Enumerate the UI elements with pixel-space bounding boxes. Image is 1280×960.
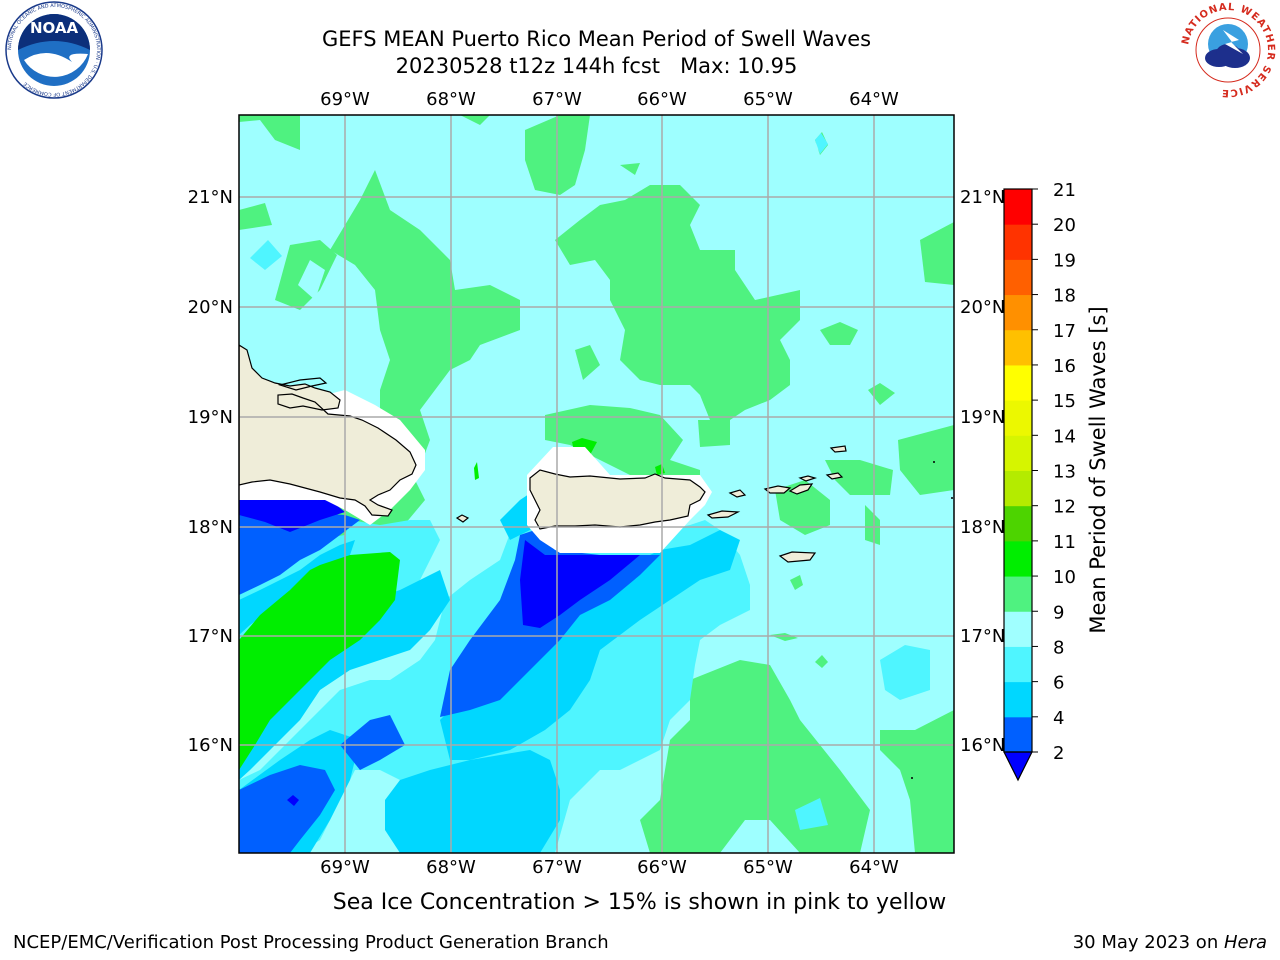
lat-label-left: 17°N	[188, 626, 233, 647]
colorbar-tick-label: 20	[1053, 215, 1076, 236]
colorbar-tick-label: 6	[1053, 673, 1064, 694]
lon-label-bottom: 64°W	[849, 857, 899, 878]
lat-label-right: 18°N	[960, 517, 1005, 538]
lon-label-top: 66°W	[637, 89, 687, 110]
colorbar-tick-label: 9	[1053, 602, 1064, 623]
chart-title: GEFS MEAN Puerto Rico Mean Period of Swe…	[321, 27, 872, 51]
colorbar: 2 4 6 8 9 10 11 12 13 14 15 16 17 18 19 20 21	[1003, 180, 1076, 782]
colorbar-tick-label: 18	[1053, 286, 1076, 307]
chart-subtitle: 20230528 t12z 144h fcst Max: 10.95	[395, 54, 798, 78]
lon-label-top: 68°W	[426, 89, 476, 110]
map-gridlines	[239, 115, 954, 853]
colorbar-bin	[1004, 646, 1032, 683]
colorbar-bin	[1004, 259, 1032, 296]
lon-labels: 69°W 68°W 67°W 66°W 65°W 64°W 69°W 68°W …	[320, 89, 899, 878]
lon-label-top: 64°W	[849, 89, 899, 110]
footer-date-text: 30 May 2023 on	[1072, 932, 1224, 953]
colorbar-bin	[1004, 576, 1032, 612]
lat-label-right: 20°N	[960, 297, 1005, 318]
lat-label-left: 19°N	[188, 407, 233, 428]
colorbar-tick-label: 13	[1053, 462, 1076, 483]
footer-date: 30 May 2023 on Hera	[1073, 932, 1267, 953]
colorbar-tick-label: 17	[1053, 321, 1076, 342]
colorbar-bin	[1004, 329, 1032, 366]
lon-label-bottom: 65°W	[743, 857, 793, 878]
footer-credit: NCEP/EMC/Verification Post Processing Pr…	[13, 932, 609, 953]
lat-label-left: 20°N	[188, 297, 233, 318]
colorbar-bin	[1004, 400, 1032, 436]
lat-label-right: 21°N	[960, 187, 1005, 208]
swell-period-field	[239, 115, 954, 853]
colorbar-bin	[1004, 224, 1032, 260]
colorbar-under-arrow	[1003, 751, 1033, 782]
colorbar-tick-label: 2	[1053, 743, 1064, 764]
footer-machine-name: Hera	[1223, 932, 1267, 953]
colorbar-bin	[1004, 294, 1032, 331]
colorbar-bin	[1004, 681, 1032, 718]
colorbar-bin	[1004, 611, 1032, 647]
colorbar-tick-label: 15	[1053, 391, 1076, 412]
colorbar-tick-label: 19	[1053, 250, 1076, 271]
colorbar-tick-label: 4	[1053, 708, 1064, 729]
lat-label-left: 21°N	[188, 187, 233, 208]
lat-label-right: 17°N	[960, 626, 1005, 647]
noaa-logo-text: NOAA	[30, 19, 79, 37]
lon-label-top: 65°W	[743, 89, 793, 110]
nws-logo: NATIONAL WEATHER SERVICE	[1180, 2, 1276, 98]
lon-label-bottom: 66°W	[637, 857, 687, 878]
noaa-logo: NOAA NATIONAL OCEANIC AND ATMOSPHERIC AD…	[5, 1, 103, 99]
colorbar-bin	[1004, 470, 1032, 507]
colorbar-bin	[1004, 505, 1032, 542]
lon-label-top: 69°W	[320, 89, 370, 110]
colorbar-bin	[1004, 189, 1032, 225]
colorbar-tick-label: 21	[1053, 180, 1076, 201]
lat-label-right: 16°N	[960, 735, 1005, 756]
colorbar-bin	[1004, 540, 1032, 577]
lon-label-bottom: 68°W	[426, 857, 476, 878]
lat-label-left: 18°N	[188, 517, 233, 538]
sea-ice-note: Sea Ice Concentration > 15% is shown in …	[332, 890, 947, 915]
colorbar-tick-label: 14	[1053, 426, 1076, 447]
colorbar-bin	[1004, 716, 1032, 753]
colorbar-label: Mean Period of Swell Waves [s]	[1086, 306, 1110, 634]
lat-labels: 21°N 20°N 19°N 18°N 17°N 16°N 21°N 20°N …	[188, 187, 1006, 756]
colorbar-tick-label: 8	[1053, 637, 1064, 658]
colorbar-bin	[1004, 435, 1032, 471]
colorbar-bin	[1004, 364, 1032, 401]
colorbar-tick-label: 10	[1053, 567, 1076, 588]
lon-label-top: 67°W	[532, 89, 582, 110]
colorbar-tick-label: 12	[1053, 497, 1076, 518]
lon-label-bottom: 69°W	[320, 857, 370, 878]
lon-label-bottom: 67°W	[532, 857, 582, 878]
map-frame	[238, 114, 955, 854]
lat-label-right: 19°N	[960, 407, 1005, 428]
colorbar-tick-label: 16	[1053, 356, 1076, 377]
colorbar-tick-label: 11	[1053, 532, 1076, 553]
lat-label-left: 16°N	[188, 735, 233, 756]
